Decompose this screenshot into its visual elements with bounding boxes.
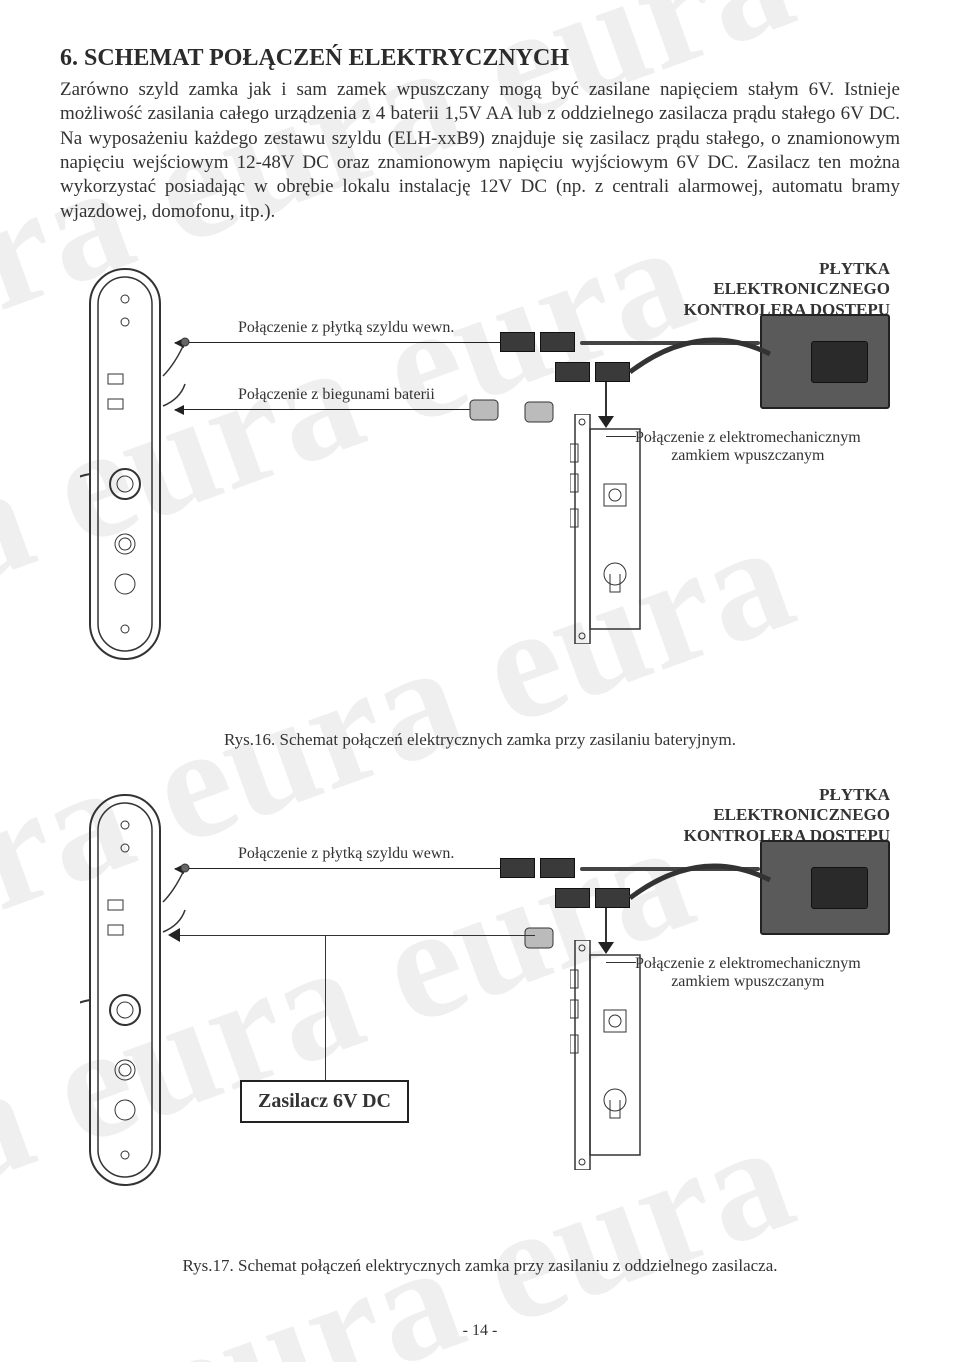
arrow-icon bbox=[175, 342, 500, 343]
label-zamek-line: Połączenie z elektromechanicznym bbox=[635, 955, 861, 973]
label-bieguny: Połączenie z biegunami baterii bbox=[238, 386, 435, 404]
leader-line bbox=[175, 935, 325, 936]
cable-curve-icon bbox=[620, 334, 780, 404]
label-platka: Połączenie z płytką szyldu wewn. bbox=[238, 845, 454, 863]
mortise-lock-icon bbox=[570, 940, 645, 1170]
figure-16-caption: Rys.16. Schemat połączeń elektrycznych z… bbox=[60, 730, 900, 750]
label-zamek: Połączenie z elektromechanicznym zamkiem… bbox=[635, 955, 861, 991]
leader-line bbox=[606, 436, 636, 437]
body-paragraph: Zarówno szyld zamka jak i sam zamek wpus… bbox=[60, 78, 900, 224]
terminal-icon bbox=[465, 392, 505, 427]
leader-line bbox=[325, 935, 535, 936]
terminal-icon bbox=[520, 920, 560, 955]
terminal-icon bbox=[520, 394, 560, 429]
power-supply-box: Zasilacz 6V DC bbox=[240, 1080, 409, 1123]
connector-icon bbox=[555, 362, 590, 382]
arrow-icon bbox=[175, 868, 500, 869]
page-content: 6. SCHEMAT POŁĄCZEŃ ELEKTRYCZNYCH Zarówn… bbox=[0, 0, 960, 1346]
arrow-head-icon bbox=[598, 416, 614, 428]
figure-16-diagram: PŁYTKA ELEKTRONICZNEGO KONTROLERA DOSTĘP… bbox=[60, 264, 900, 724]
connector-icon bbox=[540, 332, 575, 352]
label-zamek-line: Połączenie z elektromechanicznym bbox=[635, 429, 861, 447]
pcb-title: PŁYTKA ELEKTRONICZNEGO KONTROLERA DOSTĘP… bbox=[684, 259, 890, 320]
figure-17-diagram: PŁYTKA ELEKTRONICZNEGO KONTROLERA DOSTĘP… bbox=[60, 790, 900, 1250]
arrow-icon bbox=[175, 409, 470, 410]
connector-icon bbox=[555, 888, 590, 908]
connector-icon bbox=[500, 858, 535, 878]
section-heading: 6. SCHEMAT POŁĄCZEŃ ELEKTRYCZNYCH bbox=[60, 45, 900, 72]
figure-17-caption: Rys.17. Schemat połączeń elektrycznych z… bbox=[60, 1256, 900, 1276]
pcb-title-line: ELEKTRONICZNEGO bbox=[684, 279, 890, 299]
label-platka: Połączenie z płytką szyldu wewn. bbox=[238, 319, 454, 337]
arrow-head-icon bbox=[598, 942, 614, 954]
label-zamek-line: zamkiem wpuszczanym bbox=[635, 973, 861, 991]
lead-wire-icon bbox=[155, 324, 195, 424]
label-zamek: Połączenie z elektromechanicznym zamkiem… bbox=[635, 429, 861, 465]
pcb-title-line: ELEKTRONICZNEGO bbox=[684, 805, 890, 825]
lead-wire-icon bbox=[155, 850, 195, 950]
label-zamek-line: zamkiem wpuszczanym bbox=[635, 447, 861, 465]
leader-line bbox=[606, 962, 636, 963]
connector-icon bbox=[500, 332, 535, 352]
pcb-title-line: PŁYTKA bbox=[684, 259, 890, 279]
cable-curve-icon bbox=[620, 860, 780, 930]
mortise-lock-icon bbox=[570, 414, 645, 644]
pcb-title: PŁYTKA ELEKTRONICZNEGO KONTROLERA DOSTĘP… bbox=[684, 785, 890, 846]
leader-line bbox=[325, 935, 326, 1080]
pcb-title-line: PŁYTKA bbox=[684, 785, 890, 805]
connector-icon bbox=[540, 858, 575, 878]
